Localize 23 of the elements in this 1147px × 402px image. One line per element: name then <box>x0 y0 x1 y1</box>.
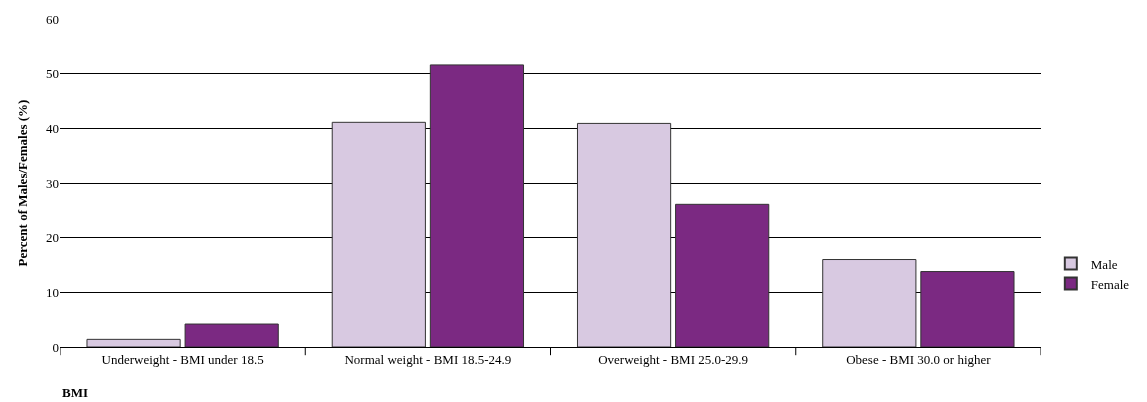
bar <box>331 121 426 347</box>
y-tick-label: 20 <box>46 230 59 246</box>
x-tick-label: Normal weight - BMI 18.5-24.9 <box>344 351 512 367</box>
bar <box>429 64 525 347</box>
legend-label: Female <box>1090 276 1130 292</box>
bar <box>576 122 672 347</box>
x-tick-label: Overweight - BMI 25.0-29.9 <box>598 351 749 367</box>
y-axis-title: Percent of Males/Females (%) <box>14 99 30 267</box>
bar <box>86 338 181 347</box>
bar <box>675 203 770 347</box>
bar <box>184 323 279 347</box>
y-tick-label: 60 <box>46 11 59 27</box>
y-tick-label: 40 <box>46 120 59 136</box>
y-tick-label: 0 <box>52 339 59 355</box>
y-tick-label: 30 <box>46 175 59 191</box>
bar <box>822 259 917 347</box>
x-tick-label: Obese - BMI 30.0 or higher <box>846 351 992 367</box>
y-tick-label: 10 <box>46 284 59 300</box>
x-tick-label: Underweight - BMI under 18.5 <box>101 351 264 367</box>
y-tick-label: 50 <box>46 66 59 82</box>
bar <box>920 271 1015 347</box>
x-axis-title: BMI <box>62 385 88 400</box>
legend-label: Male <box>1090 256 1118 272</box>
